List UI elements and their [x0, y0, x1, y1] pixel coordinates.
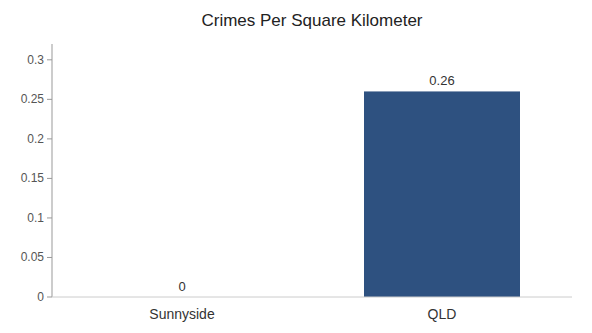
- chart-title: Crimes Per Square Kilometer: [201, 11, 422, 30]
- x-axis-line: [52, 297, 572, 298]
- y-tick-label: 0.15: [21, 171, 45, 185]
- y-tick-label: 0.2: [27, 132, 44, 146]
- y-axis-line: [52, 44, 53, 297]
- data-label: 0.26: [429, 73, 454, 88]
- x-tick-label: QLD: [428, 306, 457, 322]
- labels: 0 Sunnyside 0.26 QLD: [149, 73, 456, 322]
- y-tick: [47, 217, 52, 218]
- y-tick: [47, 99, 52, 100]
- x-tick-label: Sunnyside: [149, 306, 215, 322]
- y-tick-label: 0.1: [27, 211, 44, 225]
- y-axis: 0 0.05 0.1 0.15 0.2 0.25 0.3: [21, 44, 52, 304]
- data-label: 0: [178, 279, 185, 294]
- y-tick: [47, 297, 52, 298]
- y-tick-label: 0: [37, 290, 44, 304]
- y-tick: [47, 178, 52, 179]
- chart-svg: Crimes Per Square Kilometer00.050.10.150…: [0, 0, 592, 333]
- y-tick-label: 0.3: [27, 53, 44, 67]
- y-tick-label: 0.25: [21, 92, 45, 106]
- y-tick-label: 0.05: [21, 250, 45, 264]
- bars: [364, 91, 520, 297]
- chart-container: Crimes Per Square Kilometer00.050.10.150…: [0, 0, 592, 333]
- bar: [364, 91, 520, 297]
- y-tick: [47, 257, 52, 258]
- y-tick: [47, 59, 52, 60]
- y-tick: [47, 138, 52, 139]
